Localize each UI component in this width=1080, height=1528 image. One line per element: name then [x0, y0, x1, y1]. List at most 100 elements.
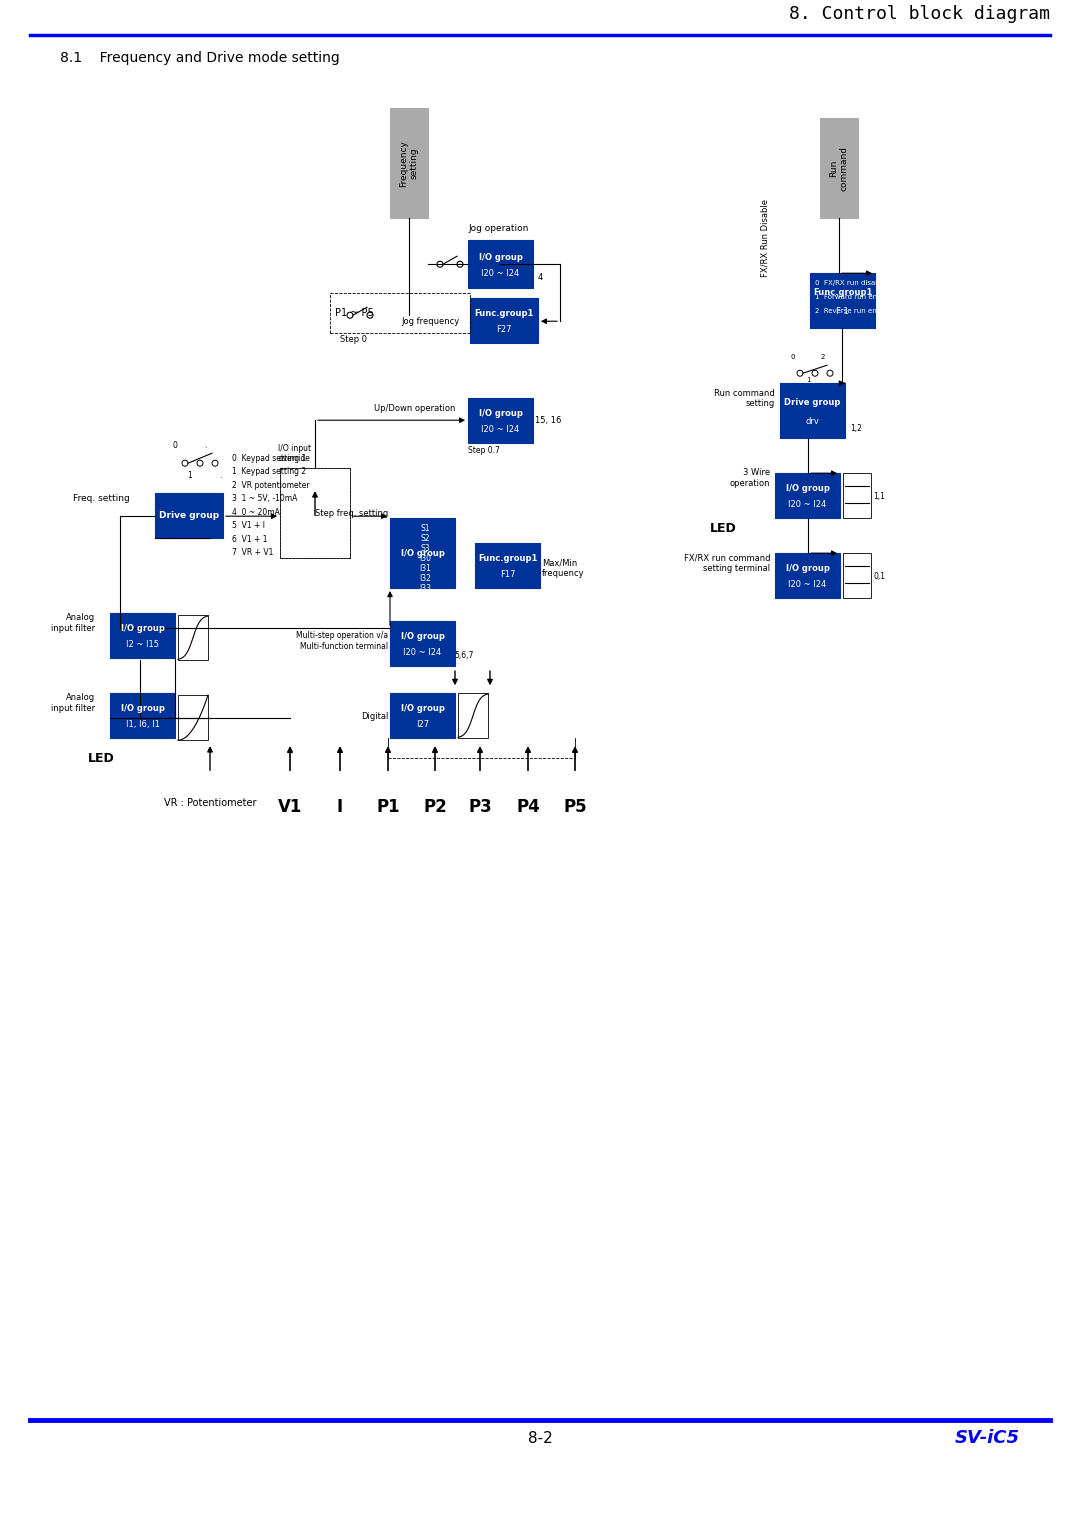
Text: 4: 4 — [538, 272, 543, 281]
Text: Step 0: Step 0 — [340, 335, 367, 344]
Text: I32: I32 — [419, 573, 431, 582]
Text: 0  Keypad setting 1: 0 Keypad setting 1 — [232, 454, 307, 463]
Text: I/O input
override: I/O input override — [279, 443, 311, 463]
Text: I/O group: I/O group — [121, 625, 164, 634]
FancyBboxPatch shape — [780, 384, 845, 439]
Text: Func.group1: Func.group1 — [477, 555, 537, 564]
Text: I/O group: I/O group — [785, 564, 829, 573]
Text: 8-2: 8-2 — [528, 1430, 552, 1445]
FancyBboxPatch shape — [458, 694, 488, 738]
Text: I/O group: I/O group — [121, 704, 164, 714]
FancyBboxPatch shape — [390, 108, 428, 219]
Text: 6  V1 + 1: 6 V1 + 1 — [232, 535, 268, 544]
FancyBboxPatch shape — [810, 274, 875, 329]
Text: Jog frequency: Jog frequency — [402, 316, 460, 325]
FancyBboxPatch shape — [775, 474, 840, 518]
FancyBboxPatch shape — [390, 518, 455, 588]
Text: Multi-step operation v/a
Multi-function terminal: Multi-step operation v/a Multi-function … — [296, 631, 388, 651]
Text: F17: F17 — [500, 570, 515, 579]
Text: Step 0.7: Step 0.7 — [468, 446, 500, 455]
Text: V1: V1 — [278, 798, 302, 816]
Text: 5,6,7: 5,6,7 — [454, 651, 473, 660]
Text: Max/Min
frequency: Max/Min frequency — [542, 558, 584, 578]
Text: 4  0 ~ 20mA: 4 0 ~ 20mA — [232, 507, 280, 516]
Text: Analog
input filter: Analog input filter — [51, 613, 95, 633]
Text: FX/RX Run Disable: FX/RX Run Disable — [760, 199, 769, 277]
Text: I27: I27 — [416, 720, 429, 729]
Text: 8. Control block diagram: 8. Control block diagram — [789, 5, 1050, 23]
Text: I33: I33 — [419, 584, 431, 593]
Text: I/O group: I/O group — [401, 633, 445, 642]
Text: S3: S3 — [420, 544, 430, 553]
Text: .: . — [219, 471, 221, 480]
Text: 1: 1 — [806, 377, 810, 384]
FancyBboxPatch shape — [775, 553, 840, 597]
Text: 3  1 ~ 5V, -10mA: 3 1 ~ 5V, -10mA — [232, 494, 297, 503]
Text: P5: P5 — [563, 798, 586, 816]
Text: S1: S1 — [420, 524, 430, 533]
Text: I20 ~ I24: I20 ~ I24 — [788, 581, 826, 590]
Text: 2  Reverse run enable: 2 Reverse run enable — [815, 309, 892, 315]
Text: 1: 1 — [188, 471, 192, 480]
Text: Drive group: Drive group — [159, 512, 219, 520]
Text: 0,1: 0,1 — [873, 571, 885, 581]
FancyBboxPatch shape — [156, 494, 222, 538]
Text: I30: I30 — [419, 553, 431, 562]
Text: F 1: F 1 — [836, 307, 849, 316]
Text: P4: P4 — [516, 798, 540, 816]
FancyBboxPatch shape — [843, 474, 870, 518]
Text: SV-iC5: SV-iC5 — [955, 1429, 1020, 1447]
Text: Frequency
setting: Frequency setting — [400, 141, 419, 186]
FancyBboxPatch shape — [178, 695, 208, 740]
Text: I20 ~ I24: I20 ~ I24 — [403, 648, 442, 657]
Text: 2  VR potentiometer: 2 VR potentiometer — [232, 481, 310, 489]
Text: P2: P2 — [423, 798, 447, 816]
FancyBboxPatch shape — [280, 468, 350, 558]
Text: 2: 2 — [821, 354, 825, 361]
Text: Run
command: Run command — [829, 145, 849, 191]
Text: 1,1: 1,1 — [873, 492, 885, 501]
Text: I31: I31 — [419, 564, 431, 573]
Text: LED: LED — [87, 752, 114, 764]
Text: Drive group: Drive group — [784, 397, 840, 406]
Text: I/O group: I/O group — [478, 252, 523, 261]
FancyBboxPatch shape — [468, 399, 534, 443]
Text: Digital: Digital — [361, 712, 388, 721]
Text: 5  V1 + I: 5 V1 + I — [232, 521, 265, 530]
FancyBboxPatch shape — [470, 298, 538, 344]
FancyBboxPatch shape — [110, 694, 175, 738]
Text: I/O group: I/O group — [478, 410, 523, 419]
Text: 0: 0 — [791, 354, 795, 361]
Text: 8.1    Frequency and Drive mode setting: 8.1 Frequency and Drive mode setting — [60, 52, 340, 66]
Text: P1: P1 — [376, 798, 400, 816]
Text: Step freq. setting: Step freq. setting — [314, 509, 388, 518]
Text: 1,2: 1,2 — [850, 423, 862, 432]
Text: I1, I6, I1: I1, I6, I1 — [125, 720, 160, 729]
Text: I/O group: I/O group — [401, 549, 445, 558]
Text: FX/RX run command
setting terminal: FX/RX run command setting terminal — [684, 553, 770, 573]
Text: 15, 16: 15, 16 — [535, 416, 562, 425]
Text: F27: F27 — [496, 325, 512, 335]
Text: Analog
input filter: Analog input filter — [51, 694, 95, 714]
Text: 7  VR + V1: 7 VR + V1 — [232, 549, 273, 558]
Text: I/O group: I/O group — [401, 704, 445, 714]
Text: S2: S2 — [420, 533, 430, 542]
Text: Run command
setting: Run command setting — [714, 388, 775, 408]
FancyBboxPatch shape — [843, 553, 870, 597]
Text: 1  Forward run enable: 1 Forward run enable — [815, 295, 892, 299]
FancyBboxPatch shape — [820, 118, 858, 219]
Text: 0: 0 — [173, 442, 177, 451]
FancyBboxPatch shape — [110, 613, 175, 659]
Text: .: . — [204, 442, 206, 451]
Text: Func.group1: Func.group1 — [813, 287, 873, 296]
Text: 3 Wire
operation: 3 Wire operation — [729, 469, 770, 487]
FancyBboxPatch shape — [390, 694, 455, 738]
Text: .: . — [837, 377, 839, 384]
Text: Freq. setting: Freq. setting — [73, 494, 130, 503]
Text: drv: drv — [806, 417, 820, 426]
Text: I20 ~ I24: I20 ~ I24 — [482, 425, 519, 434]
Text: I2 ~ I15: I2 ~ I15 — [126, 640, 159, 649]
Text: 0  FX/RX run disable: 0 FX/RX run disable — [815, 280, 886, 286]
Text: I/O group: I/O group — [785, 484, 829, 494]
FancyBboxPatch shape — [178, 616, 208, 660]
